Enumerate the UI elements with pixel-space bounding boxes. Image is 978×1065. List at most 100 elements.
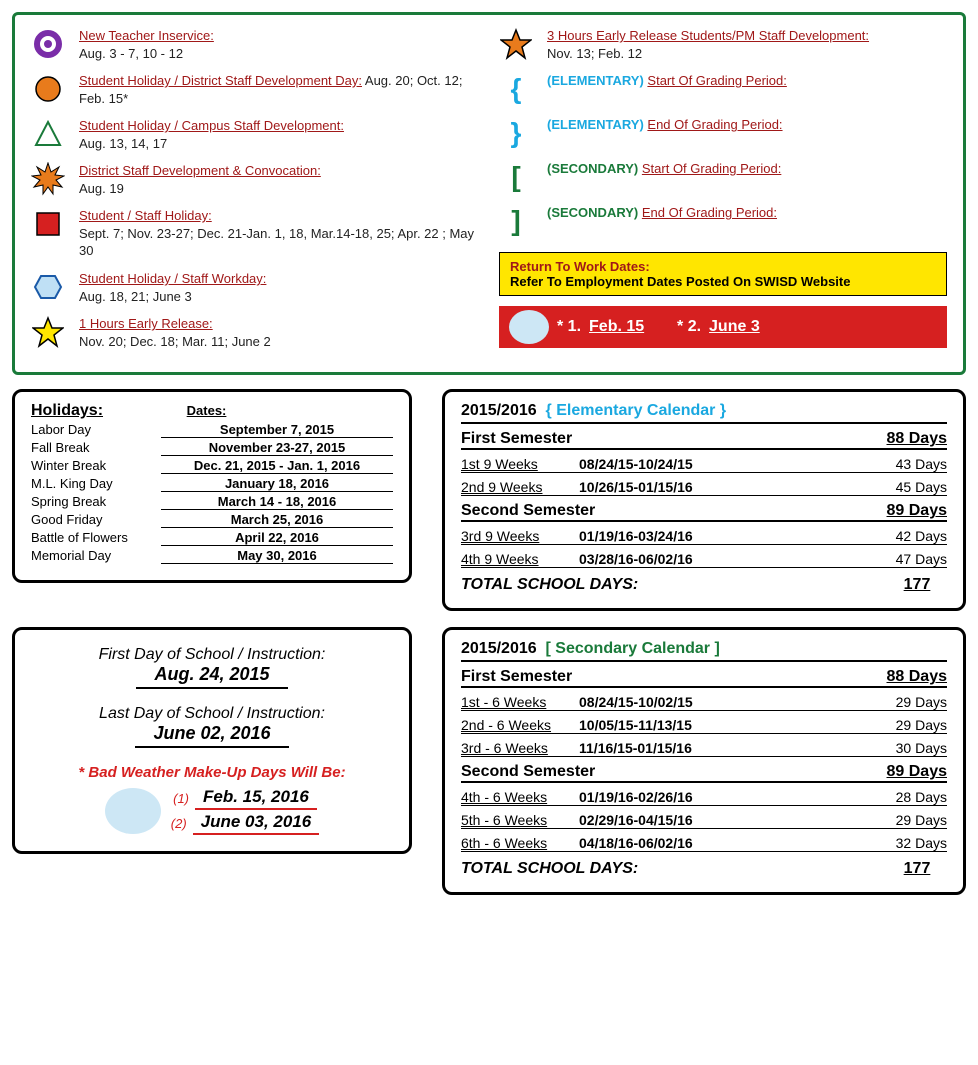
sem2-head: Second Semester 89 Days — [461, 763, 947, 783]
secondary-total: TOTAL SCHOOL DAYS: 177 — [461, 860, 947, 878]
legend-prefix: (SECONDARY) — [547, 205, 638, 220]
makeup1-value: Feb. 15 — [589, 318, 669, 336]
sem-days: 89 Days — [887, 763, 948, 781]
period-label: 4th 9 Weeks — [461, 551, 571, 567]
legend-item-dist-staff: Student Holiday / District Staff Develop… — [31, 72, 479, 107]
period-row: 2nd - 6 Weeks10/05/15-11/13/1529 Days — [461, 717, 947, 734]
holiday-date: March 14 - 18, 2016 — [161, 494, 393, 510]
legend-item-early-3hr: 3 Hours Early Release Students/PM Staff … — [499, 27, 947, 62]
return-to-work-box: Return To Work Dates: Refer To Employmen… — [499, 252, 947, 296]
legend-title: 1 Hours Early Release: — [79, 316, 213, 331]
total-value: 177 — [887, 860, 947, 878]
sem2-head: Second Semester 89 Days — [461, 502, 947, 522]
period-row: 6th - 6 Weeks04/18/16-06/02/1632 Days — [461, 835, 947, 852]
star-icon — [31, 315, 65, 349]
total-value: 177 — [887, 576, 947, 594]
holiday-name: Winter Break — [31, 458, 161, 473]
period-range: 10/26/15-01/15/16 — [579, 479, 869, 495]
legend-item-sec-end: ] (SECONDARY) End Of Grading Period: — [499, 204, 947, 238]
makeup-value: Feb. 15, 2016 — [195, 787, 317, 810]
sem-title: First Semester — [461, 430, 572, 448]
period-row: 5th - 6 Weeks 02/29/16-04/15/16 29 Days — [461, 812, 947, 829]
legend-left-column: New Teacher Inservice: Aug. 3 - 7, 10 - … — [31, 27, 479, 360]
holiday-row: M.L. King DayJanuary 18, 2016 — [31, 476, 393, 492]
legend-item-elem-start: { (ELEMENTARY) Start Of Grading Period: — [499, 72, 947, 106]
legend-prefix: (ELEMENTARY) — [547, 73, 644, 88]
triangle-icon — [31, 117, 65, 151]
period-label: 2nd 9 Weeks — [461, 479, 571, 495]
period-label: 4th - 6 Weeks — [461, 789, 571, 805]
holiday-date: November 23-27, 2015 — [161, 440, 393, 456]
holiday-row: Spring BreakMarch 14 - 18, 2016 — [31, 494, 393, 510]
first-last-panel: First Day of School / Instruction: Aug. … — [12, 627, 412, 854]
makeup-line-1: (1) Feb. 15, 2016 — [171, 787, 319, 810]
yellow-line1: Return To Work Dates: — [510, 259, 650, 274]
period-range: 04/18/16-06/02/16 — [579, 835, 869, 851]
period-label: 5th - 6 Weeks — [461, 812, 571, 828]
holiday-name: Fall Break — [31, 440, 161, 455]
bracket-close-icon: ] — [504, 205, 528, 237]
period-row: 3rd 9 Weeks01/19/16-03/24/1642 Days — [461, 528, 947, 545]
legend-prefix: (SECONDARY) — [547, 161, 638, 176]
legend-box: New Teacher Inservice: Aug. 3 - 7, 10 - … — [12, 12, 966, 375]
square-icon — [31, 207, 65, 241]
makeup-line-2: (2) June 03, 2016 — [171, 812, 319, 835]
makeup2-value: June 3 — [709, 318, 789, 336]
period-label: 2nd - 6 Weeks — [461, 717, 571, 733]
elementary-calendar-panel: 2015/2016 { Elementary Calendar } First … — [442, 389, 966, 611]
period-days: 32 Days — [877, 835, 947, 851]
holidays-panel: Holidays: Dates: Labor DaySeptember 7, 2… — [12, 389, 412, 583]
holiday-rows: Labor DaySeptember 7, 2015Fall BreakNove… — [31, 422, 393, 564]
legend-title: New Teacher Inservice: — [79, 28, 214, 43]
total-label: TOTAL SCHOOL DAYS: — [461, 860, 638, 878]
sem1-head: First Semester 88 Days — [461, 430, 947, 450]
legend-title: Student Holiday / Staff Workday: — [79, 271, 266, 286]
holiday-row: Good FridayMarch 25, 2016 — [31, 512, 393, 528]
secondary-calendar-panel: 2015/2016 [ Secondary Calendar ] First S… — [442, 627, 966, 895]
legend-item-student-holiday-workday: Student Holiday / Staff Workday: Aug. 18… — [31, 270, 479, 305]
holiday-row: Memorial DayMay 30, 2016 — [31, 548, 393, 564]
hexagon-icon — [31, 270, 65, 304]
bad-weather-label: * Bad Weather Make-Up Days Will Be: — [31, 764, 393, 781]
total-label: TOTAL SCHOOL DAYS: — [461, 576, 638, 594]
holiday-date: March 25, 2016 — [161, 512, 393, 528]
period-range: 01/19/16-03/24/16 — [579, 528, 869, 544]
legend-item-early-1hr: 1 Hours Early Release: Nov. 20; Dec. 18;… — [31, 315, 479, 350]
period-label: 3rd - 6 Weeks — [461, 740, 571, 756]
period-days: 29 Days — [877, 812, 947, 828]
legend-title: End Of Grading Period: — [647, 117, 782, 132]
legend-item-convocation: District Staff Development & Convocation… — [31, 162, 479, 197]
holiday-row: Battle of FlowersApril 22, 2016 — [31, 530, 393, 546]
holiday-row: Fall BreakNovember 23-27, 2015 — [31, 440, 393, 456]
brace-open-icon: { — [504, 73, 528, 105]
yellow-line2: Refer To Employment Dates Posted On SWIS… — [510, 274, 850, 289]
period-days: 45 Days — [877, 479, 947, 495]
legend-prefix: (ELEMENTARY) — [547, 117, 644, 132]
period-range: 10/05/15-11/13/15 — [579, 717, 869, 733]
brace-close-icon: } — [504, 117, 528, 149]
elementary-total: TOTAL SCHOOL DAYS: 177 — [461, 576, 947, 594]
legend-title: Student Holiday / Campus Staff Developme… — [79, 118, 344, 133]
sem-title: Second Semester — [461, 502, 595, 520]
holiday-date: September 7, 2015 — [161, 422, 393, 438]
weather-cloud-icon — [509, 310, 549, 344]
holiday-name: Labor Day — [31, 422, 161, 437]
elem-sem2-periods: 3rd 9 Weeks01/19/16-03/24/1642 Days 4th 9… — [461, 528, 947, 568]
period-range: 11/16/15-01/15/16 — [579, 740, 869, 756]
legend-item-elem-end: } (ELEMENTARY) End Of Grading Period: — [499, 116, 947, 150]
holiday-date: Dec. 21, 2015 - Jan. 1, 2016 — [161, 458, 393, 474]
cal-year: 2015/2016 — [461, 402, 537, 419]
period-range: 02/29/16-04/15/16 — [579, 812, 869, 828]
legend-title: Start Of Grading Period: — [642, 161, 781, 176]
cal-title: { Elementary Calendar } — [546, 402, 727, 419]
legend-dates: Aug. 3 - 7, 10 - 12 — [79, 46, 183, 61]
period-range: 08/24/15-10/24/15 — [579, 456, 869, 472]
legend-item-new-teacher: New Teacher Inservice: Aug. 3 - 7, 10 - … — [31, 27, 479, 62]
period-range: 03/28/16-06/02/16 — [579, 551, 869, 567]
holiday-name: Spring Break — [31, 494, 161, 509]
period-days: 43 Days — [877, 456, 947, 472]
period-label: 1st - 6 Weeks — [461, 694, 571, 710]
last-day-label: Last Day of School / Instruction: — [31, 705, 393, 723]
legend-item-sec-start: [ (SECONDARY) Start Of Grading Period: — [499, 160, 947, 194]
legend-dates: Nov. 13; Feb. 12 — [547, 46, 642, 61]
